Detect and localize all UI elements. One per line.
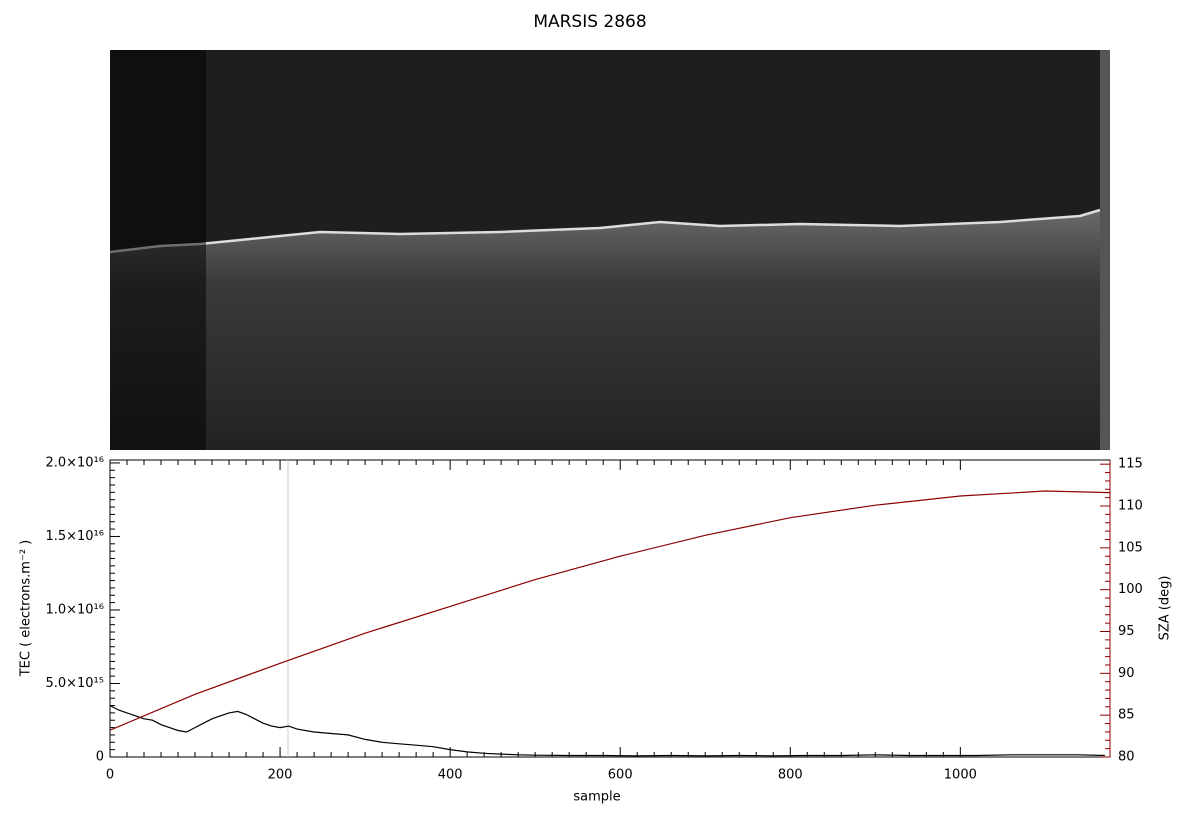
- y-tick-label: 5.0×10¹⁵: [45, 676, 104, 691]
- x-tick-label: 0: [106, 768, 114, 783]
- x-tick-label: 200: [268, 768, 293, 783]
- y-tick-label: 1.0×10¹⁶: [45, 602, 104, 617]
- y2-tick-label: 95: [1118, 624, 1135, 639]
- x-tick-label: 600: [608, 768, 633, 783]
- y2-tick-label: 115: [1118, 457, 1143, 472]
- x-axis-label: sample: [573, 790, 620, 805]
- y2-tick-label: 110: [1118, 499, 1143, 514]
- series-line: [109, 490, 1111, 731]
- x-tick-label: 1000: [944, 768, 977, 783]
- y-tick-label: 2.0×10¹⁶: [45, 455, 104, 470]
- radargram: [109, 50, 1110, 450]
- x-tick-label: 400: [438, 768, 463, 783]
- y2-tick-label: 105: [1118, 540, 1143, 555]
- plot-frame: [109, 459, 1111, 758]
- y2-axis-label: SZA (deg): [1158, 576, 1173, 641]
- x-tick-label: 800: [778, 768, 803, 783]
- y-tick-label: 1.5×10¹⁶: [45, 529, 104, 544]
- y-tick-label: 0: [96, 750, 104, 765]
- y-axis-label: TEC ( electrons.m⁻² ): [19, 540, 34, 678]
- series-line: [109, 704, 1105, 757]
- y2-tick-label: 100: [1118, 582, 1143, 597]
- y2-tick-label: 80: [1118, 750, 1135, 765]
- y2-tick-label: 85: [1118, 708, 1135, 723]
- y2-tick-label: 90: [1118, 666, 1135, 681]
- chart-title: MARSIS 2868: [533, 12, 646, 32]
